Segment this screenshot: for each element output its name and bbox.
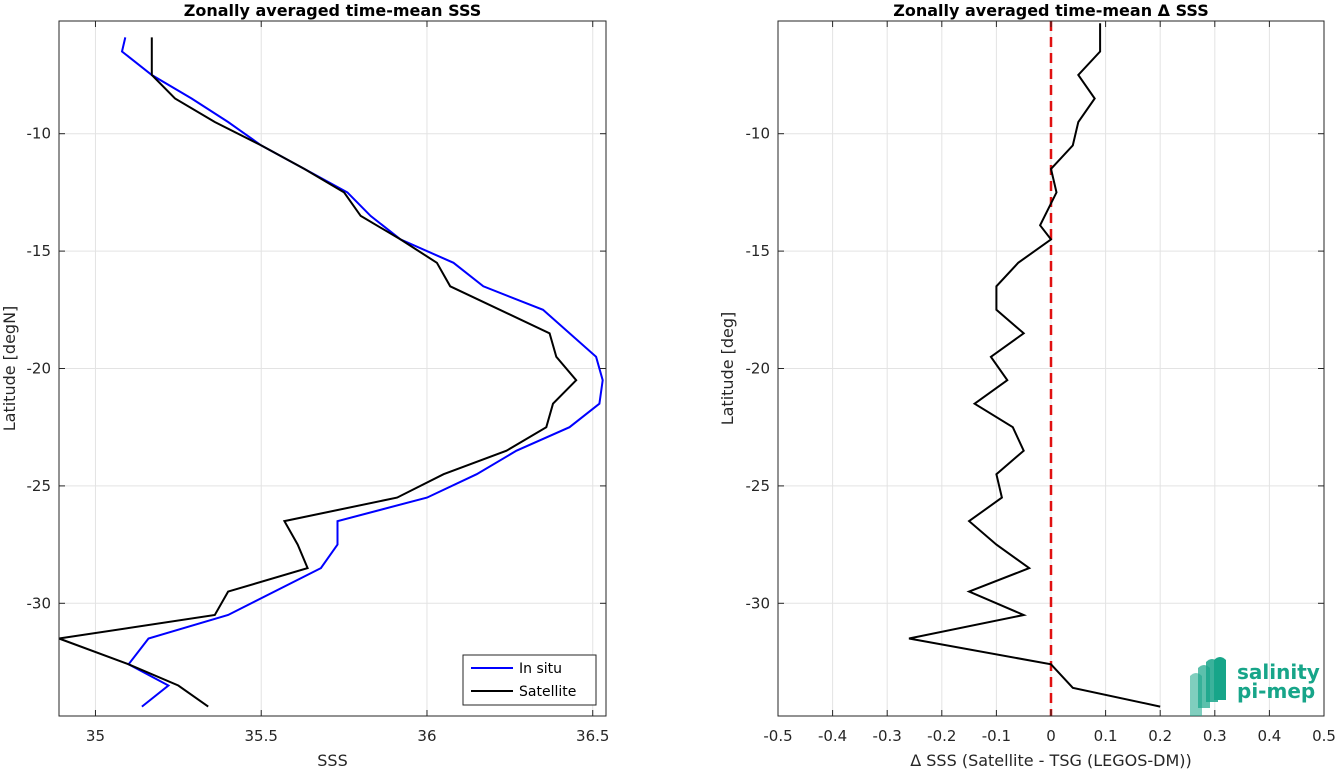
right-series-line-0 (908, 23, 1161, 708)
right-xtick-label: 0.2 (1148, 727, 1172, 745)
right-y-axis-label: Latitude [deg] (718, 312, 737, 426)
right-xtick-label: 0 (1046, 727, 1056, 745)
legend-box (462, 654, 597, 706)
logo-text-pi-mep: pi-mep (1237, 679, 1315, 703)
right-xtick-label: 0.4 (1257, 727, 1281, 745)
left-xtick-label: 35.5 (245, 727, 278, 745)
logo-wave-shape (1214, 657, 1226, 700)
right-xtick-label: 0.1 (1094, 727, 1118, 745)
right-xtick-label: -0.5 (763, 727, 792, 745)
left-ytick-label: -15 (27, 242, 52, 260)
right-xtick-label: 0.3 (1203, 727, 1227, 745)
left-xtick-label: 36.5 (576, 727, 609, 745)
right-ytick-label: -10 (746, 125, 771, 143)
right-xtick-label: 0.5 (1312, 727, 1336, 745)
left-y-axis-label: Latitude [degN] (0, 306, 19, 432)
left-series-line-0 (120, 37, 604, 708)
right-ytick-label: -20 (746, 360, 771, 378)
right-ytick-label: -30 (746, 594, 771, 612)
right-ytick-label: -25 (746, 477, 771, 495)
left-ytick-label: -30 (27, 594, 52, 612)
right-x-axis-label: Δ SSS (Satellite - TSG (LEGOS-DM)) (910, 751, 1192, 769)
right-ytick-label: -15 (746, 242, 771, 260)
right-chart-title: Zonally averaged time-mean Δ SSS (893, 1, 1209, 20)
right-xtick-label: -0.4 (818, 727, 847, 745)
left-ytick-label: -25 (27, 477, 52, 495)
logo-text-salinity: salinity (1237, 660, 1320, 684)
right-plot: -0.5 -0.4 -0.3 -0.2 -0.1 0 0.1 0.2 0.3 0.4 0.5 -30 -… (718, 1, 1336, 769)
left-series-line-1 (58, 37, 578, 708)
right-xtick-label: -0.3 (873, 727, 902, 745)
left-xtick-label: 36 (417, 727, 436, 745)
right-xtick-label: -0.1 (982, 727, 1011, 745)
legend-entry-1: Satellite (519, 684, 576, 700)
left-xtick-label: 35 (86, 727, 105, 745)
right-xtick-label: -0.2 (927, 727, 956, 745)
left-chart-title: Zonally averaged time-mean SSS (184, 1, 482, 20)
legend: In situ Satellite (462, 654, 597, 706)
left-ytick-label: -10 (27, 125, 52, 143)
legend-entry-0: In situ (519, 661, 562, 677)
left-x-axis-label: SSS (317, 751, 347, 769)
left-ytick-label: -20 (27, 360, 52, 378)
left-plot: 35 35.5 36 36.5 -30 -25 -20 -15 -10 Zonally avera… (0, 1, 609, 769)
